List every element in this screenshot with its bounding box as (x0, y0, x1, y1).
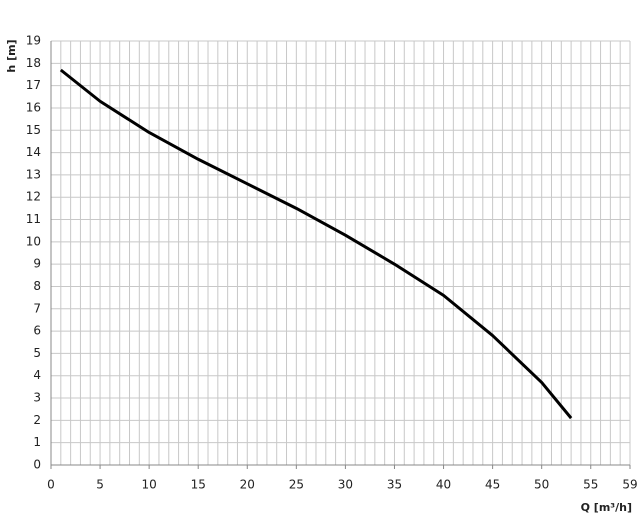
y-tick-label: 17 (26, 78, 41, 92)
y-tick-label: 10 (26, 234, 41, 248)
y-tick-label: 11 (26, 212, 41, 226)
y-tick-label: 3 (33, 391, 41, 405)
x-tick-label: 5 (96, 478, 104, 492)
x-tick-label: 25 (289, 478, 304, 492)
x-tick-label: 55 (583, 478, 598, 492)
y-tick-label: 5 (33, 346, 41, 360)
x-tick-label: 15 (191, 478, 206, 492)
x-tick-label: 20 (240, 478, 255, 492)
y-tick-label: 1 (33, 435, 41, 449)
x-tick-label: 10 (141, 478, 156, 492)
y-tick-label: 15 (26, 123, 41, 137)
y-axis-label: h [m] (5, 39, 18, 72)
y-tick-label: 13 (26, 167, 41, 181)
y-tick-label: 2 (33, 413, 41, 427)
y-tick-label: 4 (33, 368, 41, 382)
y-tick-label: 7 (33, 301, 41, 315)
x-tick-label: 30 (338, 478, 353, 492)
y-tick-label: 8 (33, 279, 41, 293)
x-tick-label: 35 (387, 478, 402, 492)
curve (59, 68, 573, 420)
y-tick-label: 18 (26, 56, 41, 70)
x-tick-label: 0 (47, 478, 55, 492)
x-tick-label: 50 (534, 478, 549, 492)
x-tick-label: 45 (485, 478, 500, 492)
y-tick-label: 0 (33, 458, 41, 472)
x-tick-label: 40 (436, 478, 451, 492)
y-tick-label: 16 (26, 100, 41, 114)
y-tick-label: 6 (33, 324, 41, 338)
y-tick-label: 14 (26, 145, 41, 159)
y-tick-label: 12 (26, 190, 41, 204)
x-axis-label: Q [m³/h] (581, 501, 632, 514)
y-tick-label: 19 (26, 34, 41, 48)
x-tick-label: 59 (622, 478, 637, 492)
y-tick-label: 9 (33, 257, 41, 271)
